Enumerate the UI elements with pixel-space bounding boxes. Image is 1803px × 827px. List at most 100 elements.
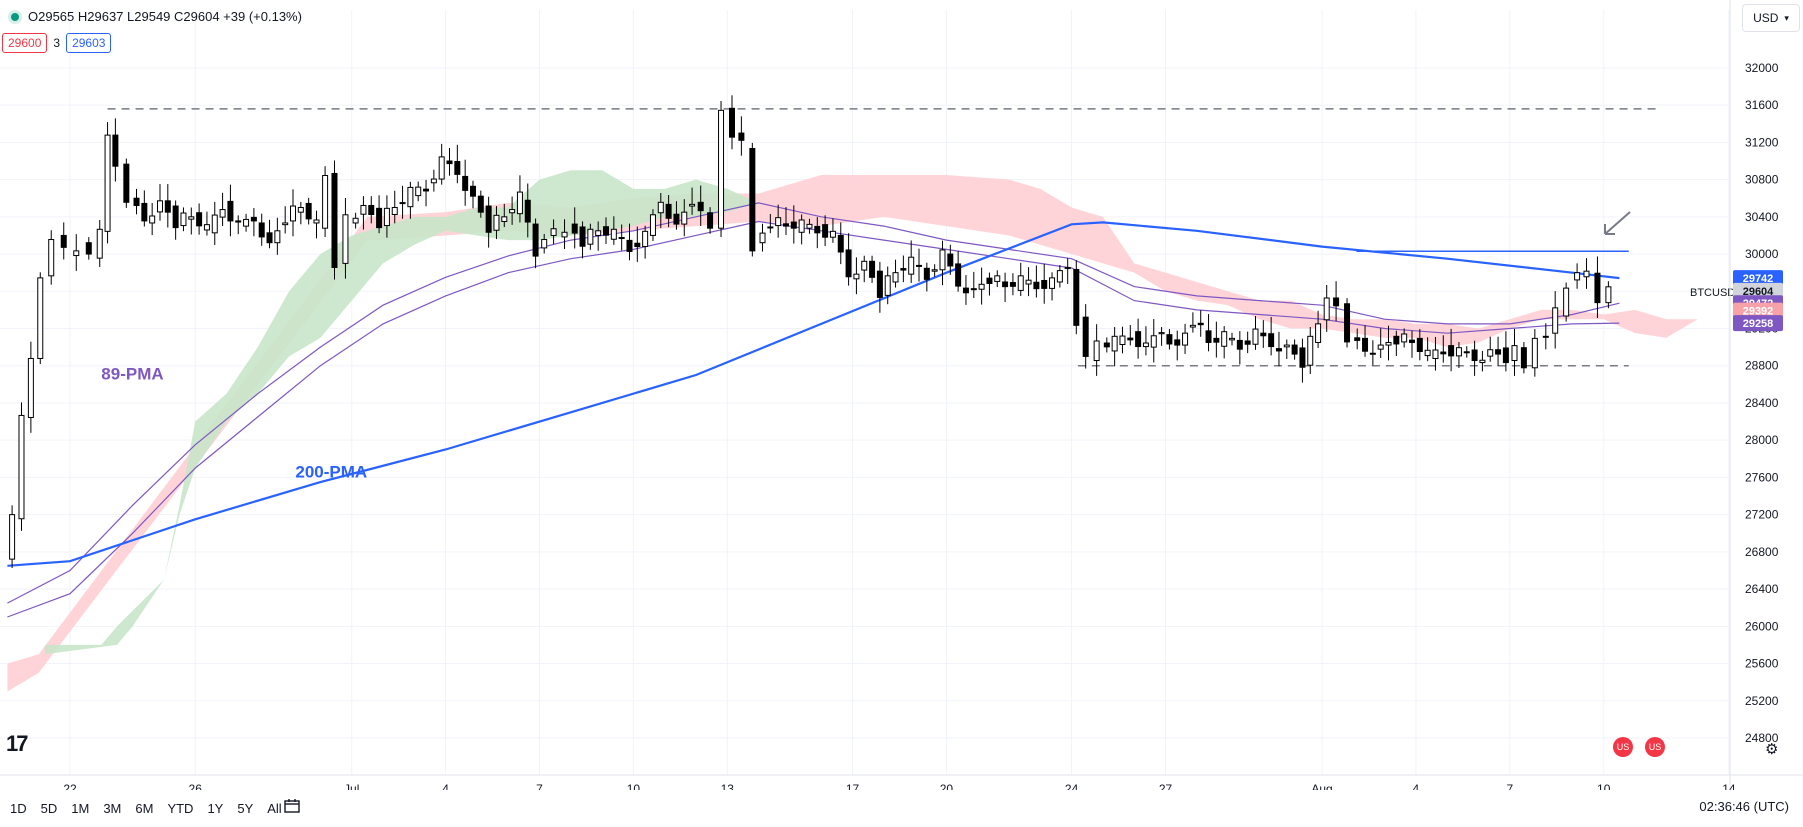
candle-body <box>550 228 557 236</box>
gear-icon[interactable]: ⚙ <box>1765 741 1779 758</box>
x-tick-label: 10 <box>1597 782 1611 790</box>
range-all[interactable]: All <box>267 801 282 816</box>
candle-body <box>1275 348 1282 352</box>
candle-body <box>1605 286 1612 304</box>
candle-body <box>1189 324 1196 328</box>
range-1m[interactable]: 1M <box>71 801 90 816</box>
candle-body <box>689 203 696 207</box>
utc-clock[interactable]: 02:36:46 (UTC) <box>1699 799 1789 814</box>
candle-body <box>1127 337 1134 341</box>
candle-body <box>728 107 735 138</box>
pma200-line <box>7 221 1620 567</box>
y-tick-label: 27200 <box>1745 508 1779 522</box>
buy-button[interactable]: 29603 <box>66 33 112 53</box>
candle-body <box>900 268 907 271</box>
candle-body <box>123 163 130 203</box>
candle-body <box>368 204 375 216</box>
candle-body <box>845 249 852 278</box>
y-tick-label: 25200 <box>1745 694 1779 708</box>
range-6m[interactable]: 6M <box>135 801 154 816</box>
range-3m[interactable]: 3M <box>103 801 122 816</box>
candle-body <box>243 218 250 227</box>
candle-body <box>931 269 938 272</box>
candle-body <box>1487 349 1494 357</box>
candle-body <box>626 239 633 252</box>
candle-body <box>1401 333 1408 343</box>
range-ytd[interactable]: YTD <box>167 801 194 816</box>
x-tick-label: 4 <box>442 782 449 790</box>
candles[interactable] <box>9 95 1612 568</box>
y-tick-label: 26400 <box>1745 582 1779 596</box>
candle-body <box>469 185 476 197</box>
candle-body <box>399 202 406 205</box>
candle-body <box>697 201 704 212</box>
candle-body <box>501 216 508 222</box>
candle-body <box>610 228 617 240</box>
ohlc-legend: O29565 H29637 L29549 C29604 +39 (+0.13%) <box>8 9 302 24</box>
candle-body <box>1416 337 1423 352</box>
candle-body <box>1150 335 1157 348</box>
us-flag-event-icon[interactable]: US <box>1613 737 1633 757</box>
level-lines <box>107 108 1661 367</box>
range-5d[interactable]: 5D <box>40 801 58 816</box>
candle-body <box>1056 270 1063 283</box>
candle-body <box>782 223 789 227</box>
candle-body <box>869 260 876 278</box>
candle-body <box>274 230 281 244</box>
candle-body <box>673 213 680 225</box>
candle-body <box>1531 337 1538 369</box>
us-flag-event-icon[interactable]: US <box>1645 737 1665 757</box>
candle-body <box>133 197 140 206</box>
candle-body <box>211 214 218 234</box>
candle-body <box>1082 316 1089 357</box>
range-1y[interactable]: 1Y <box>207 801 224 816</box>
candle-body <box>665 203 672 219</box>
candle-body <box>18 414 25 520</box>
candle-body <box>149 215 156 224</box>
candle-body <box>297 207 304 213</box>
candle-body <box>1307 335 1314 366</box>
candle-body <box>1093 340 1100 362</box>
candle-body <box>1268 333 1275 348</box>
x-tick-label: 14 <box>1722 782 1736 790</box>
price-axis[interactable]: 24800 25200 25600 26000 26400 26800 27200 27600… <box>0 0 1803 790</box>
candle-body <box>798 219 805 233</box>
candle-body <box>962 287 969 294</box>
candle-body <box>1244 340 1251 345</box>
price-chart[interactable]: 89-PMA 200-PMA BTCUSD 24800 25200 25600 26000… <box>0 0 1803 790</box>
candle-body <box>258 222 265 238</box>
candle-body <box>587 228 594 245</box>
candle-body <box>939 249 946 271</box>
price-tag <box>1733 270 1783 287</box>
candle-body <box>1583 270 1590 278</box>
candle-body <box>829 230 836 238</box>
candle-body <box>164 200 171 213</box>
candle-body <box>718 109 725 229</box>
candle-body <box>1119 335 1126 346</box>
candle-body <box>1197 322 1204 326</box>
candle-body <box>618 236 625 239</box>
candle-body <box>955 263 962 287</box>
symbol-status-icon <box>8 9 22 24</box>
x-tick-label: 7 <box>536 782 543 790</box>
candle-body <box>603 226 610 236</box>
candle-body <box>37 277 44 359</box>
sell-button[interactable]: 29600 <box>2 33 48 53</box>
candle-body <box>541 239 548 249</box>
x-tick-label: 24 <box>1065 782 1079 790</box>
candle-body <box>1377 344 1384 350</box>
candle-body <box>790 221 797 229</box>
range-5y[interactable]: 5Y <box>237 801 254 816</box>
candle-body <box>305 202 312 220</box>
time-axis[interactable]: 22 26 Jul 4 7 10 13 17 20 24 27 Aug 4 7 10 14 <box>63 782 1736 790</box>
candle-body <box>360 204 367 215</box>
tradingview-logo[interactable]: 17 <box>6 731 29 756</box>
candle-body <box>814 225 821 234</box>
currency-selector[interactable]: USD ▾ <box>1742 4 1800 32</box>
candle-body <box>1103 342 1110 348</box>
candle-body <box>219 209 226 218</box>
range-1d[interactable]: 1D <box>10 801 27 816</box>
candle-body <box>1291 344 1298 355</box>
price-tag-label: 29604 <box>1743 286 1774 298</box>
calendar-icon[interactable] <box>284 799 300 813</box>
